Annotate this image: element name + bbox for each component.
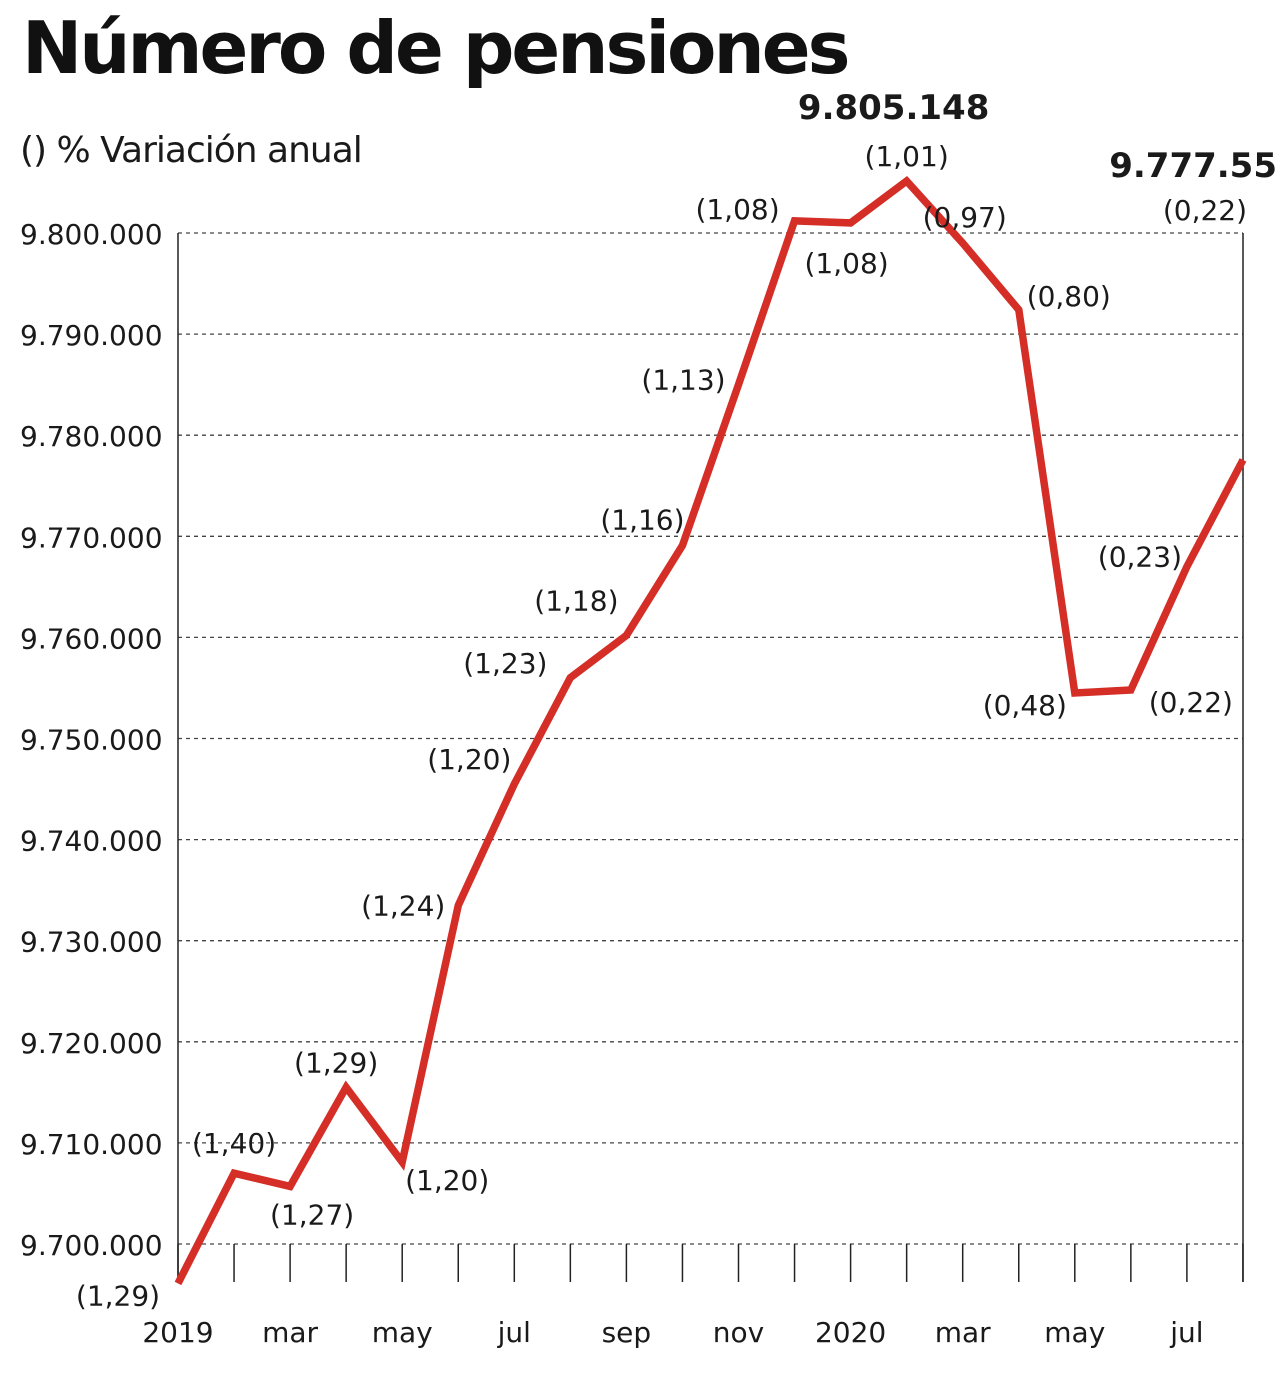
- y-tick-label: 9.730.000: [20, 926, 163, 959]
- highlight-labels: 9.805.148 9.777.556: [798, 88, 1276, 186]
- y-tick-label: 9.750.000: [20, 724, 163, 757]
- x-tick-label: 2020: [815, 1316, 886, 1349]
- x-tick-label: nov: [713, 1316, 764, 1349]
- data-label: (1,08): [695, 193, 779, 226]
- x-tick-label: may: [1044, 1316, 1105, 1349]
- x-tick-label: mar: [262, 1316, 318, 1349]
- data-label: (0,97): [923, 201, 1007, 234]
- data-label: (1,20): [427, 743, 511, 776]
- data-label: (1,27): [270, 1198, 354, 1231]
- y-tick-label: 9.780.000: [20, 420, 163, 453]
- series-line: [174, 175, 1247, 1286]
- y-tick-label: 9.740.000: [20, 825, 163, 858]
- y-tick-label: 9.790.000: [20, 319, 163, 352]
- x-tick-label: mar: [935, 1316, 991, 1349]
- y-tick-label: 9.770.000: [20, 521, 163, 554]
- data-label: (1,16): [600, 503, 684, 536]
- y-tick-label: 9.700.000: [20, 1229, 163, 1262]
- x-tick-label: 2019: [142, 1316, 213, 1349]
- y-tick-label: 9.800.000: [20, 218, 163, 251]
- data-label: (1,01): [865, 140, 949, 173]
- chart-subtitle: () % Variación anual: [20, 130, 363, 171]
- y-tick-label: 9.760.000: [20, 622, 163, 655]
- data-label: (1,29): [294, 1046, 378, 1079]
- gridlines: [178, 232, 1243, 1245]
- data-label: (1,08): [804, 247, 888, 280]
- data-label: (1,23): [463, 647, 547, 680]
- highlight-value-label: 9.777.556: [1109, 146, 1276, 186]
- y-tick-label: 9.720.000: [20, 1027, 163, 1060]
- data-labels: (1,29) (1,40) (1,27) (1,29) (1,20) (1,24) (1,2…: [76, 140, 1247, 1312]
- data-label: (1,20): [405, 1164, 489, 1197]
- data-label: (1,24): [361, 889, 445, 922]
- series-layer: [174, 175, 1247, 1286]
- data-label: (1,13): [641, 364, 725, 397]
- y-tick-label: 9.710.000: [20, 1128, 163, 1161]
- x-tick-label: sep: [602, 1316, 652, 1349]
- y-axis-tick-labels: 9.700.000 9.710.000 9.720.000 9.730.000 9.74…: [20, 218, 163, 1262]
- highlight-value-label: 9.805.148: [798, 88, 989, 128]
- x-tick-label: may: [372, 1316, 433, 1349]
- data-label: (1,40): [192, 1127, 276, 1160]
- data-label: (1,29): [76, 1279, 160, 1312]
- data-label: (0,22): [1163, 194, 1247, 227]
- x-tick-label: jul: [1169, 1316, 1203, 1349]
- data-label: (0,48): [983, 689, 1067, 722]
- x-tick-label: jul: [497, 1316, 531, 1349]
- data-label: (1,18): [534, 584, 618, 617]
- x-axis-tick-labels: 2019 mar may jul sep nov 2020 mar may jul: [142, 1316, 1203, 1349]
- data-label: (0,23): [1098, 541, 1182, 574]
- data-label: (0,80): [1027, 280, 1111, 313]
- data-label: (0,22): [1149, 686, 1233, 719]
- chart-title: Número de pensiones: [22, 6, 850, 90]
